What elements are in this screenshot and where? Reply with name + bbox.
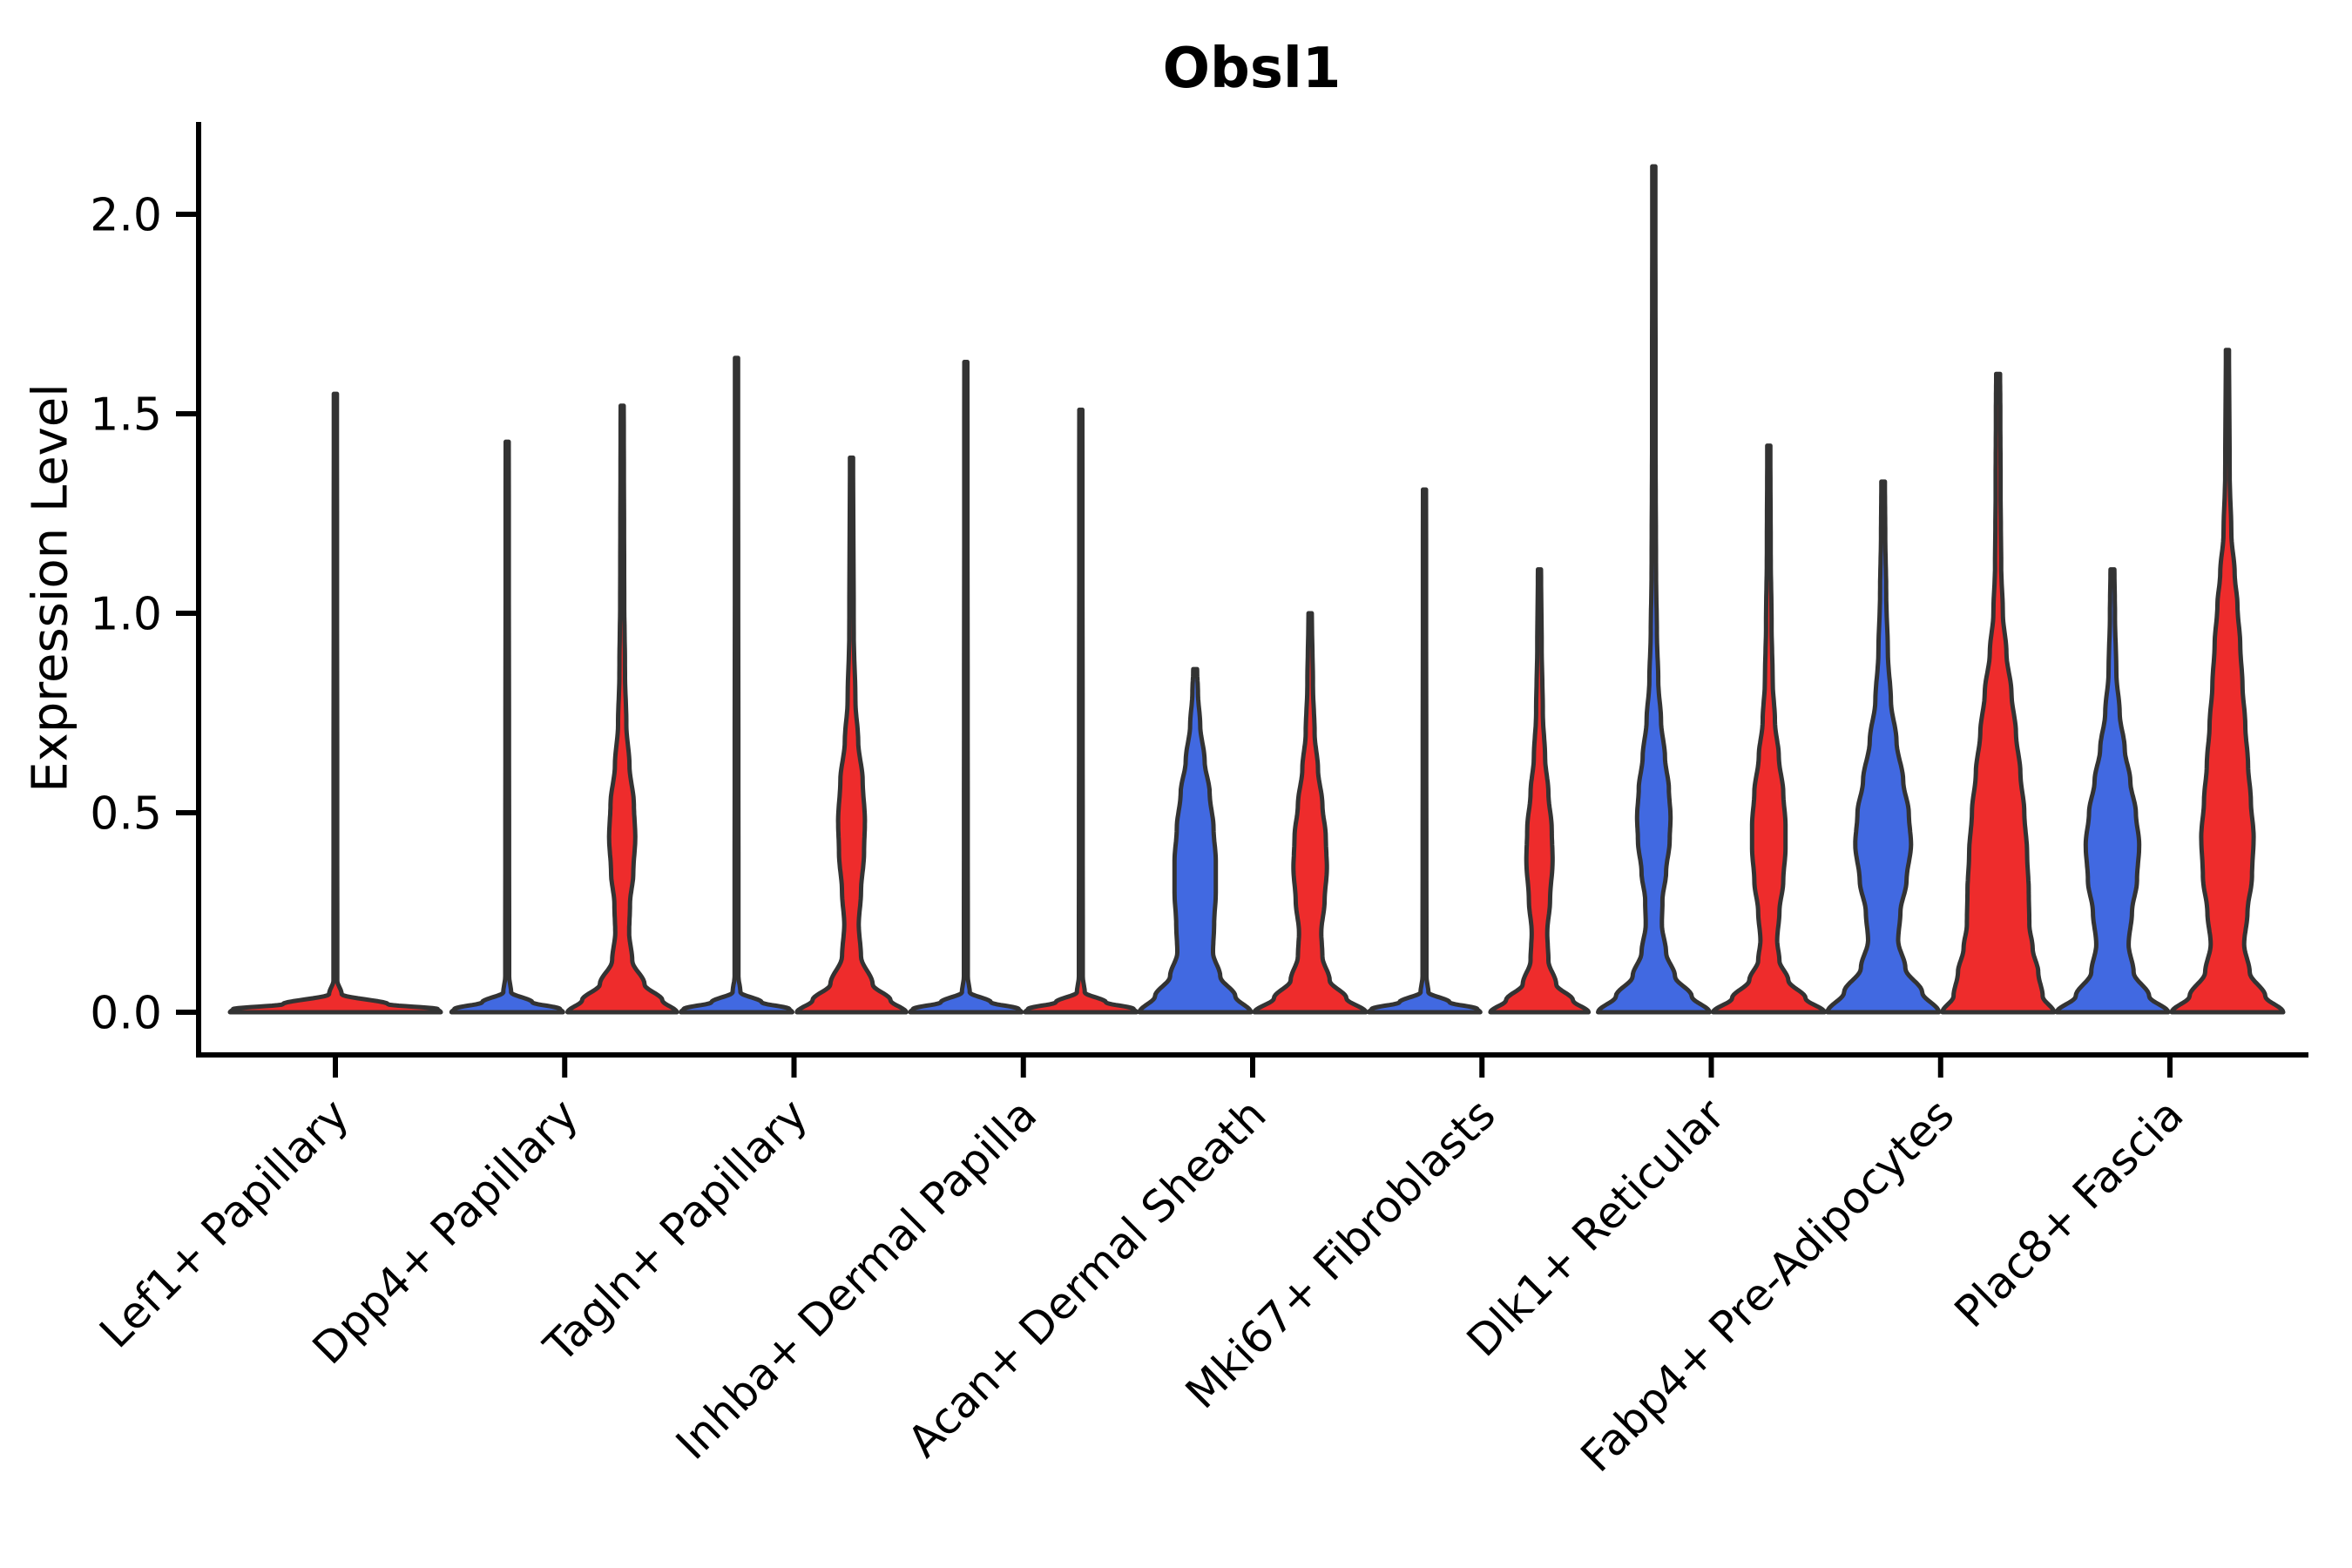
x-tick-label: Lef1+ Papillary <box>90 1089 358 1357</box>
x-tick-label: Plac8+ Fascia <box>1945 1089 2193 1337</box>
y-tick-label: 0.5 <box>90 788 162 841</box>
violin-c8-red <box>2169 348 2286 1015</box>
y-tick-label: 1.0 <box>90 589 162 641</box>
violin-c1-red <box>565 403 679 1015</box>
violin-c5-red <box>1488 567 1592 1015</box>
violin-c7-blue <box>1825 479 1942 1015</box>
violin-c1-blue <box>449 439 565 1015</box>
violin-c5-blue <box>1366 487 1483 1015</box>
violin-c6-blue <box>1596 164 1712 1015</box>
violin-c2-red <box>794 455 909 1015</box>
y-tick-label: 2.0 <box>90 190 162 242</box>
violin-c3-blue <box>908 360 1024 1015</box>
chart-title: Obsl1 <box>1162 37 1342 101</box>
violin-c6-red <box>1711 443 1827 1015</box>
y-tick-label: 0.0 <box>90 988 162 1040</box>
violin-c4-red <box>1252 611 1369 1015</box>
violin-c2-blue <box>679 355 794 1015</box>
x-tick-label: Fabp4+ Pre-Adipocytes <box>1571 1089 1964 1482</box>
violin-c8-blue <box>2054 567 2171 1015</box>
y-tick-label: 1.5 <box>90 389 162 442</box>
violin-c4-blue <box>1137 666 1254 1015</box>
violin-c0-red <box>227 391 443 1015</box>
violin-c3-red <box>1023 407 1139 1015</box>
violin-c7-red <box>1940 371 2057 1015</box>
